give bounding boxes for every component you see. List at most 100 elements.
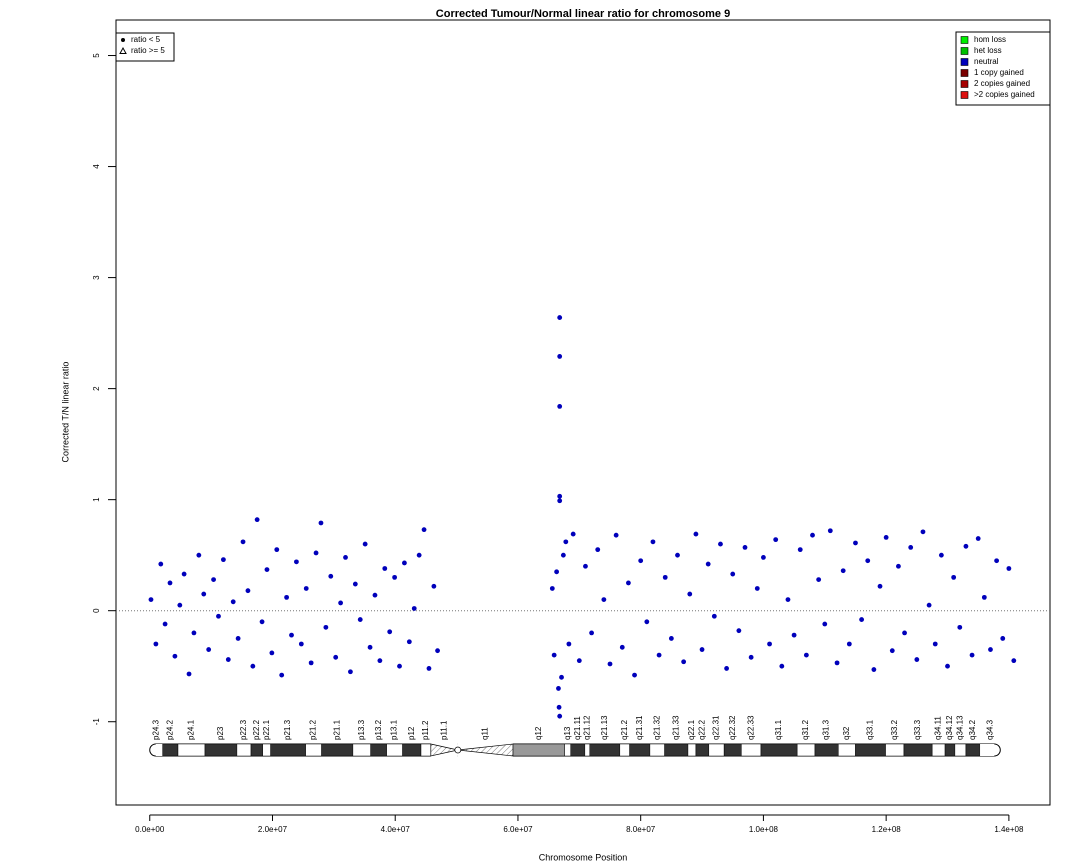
data-point — [426, 666, 432, 671]
data-point — [981, 594, 987, 600]
data-point — [773, 537, 779, 543]
x-tick-label: 8.0e+07 — [626, 825, 656, 834]
data-point — [994, 558, 1000, 564]
data-point — [589, 630, 594, 636]
data-point — [699, 647, 705, 652]
shape-legend: ratio < 5 ratio >= 5 — [115, 32, 175, 62]
ideogram-band — [570, 743, 586, 757]
ideogram-band — [760, 743, 798, 757]
band-label: p13.3 — [357, 719, 366, 740]
data-point — [220, 557, 226, 563]
data-point — [846, 641, 852, 647]
ideogram-band — [177, 743, 206, 757]
legend-swatch — [960, 47, 969, 55]
x-tick-label: 4.0e+07 — [381, 825, 411, 834]
data-point — [177, 602, 183, 608]
data-point — [153, 641, 159, 647]
data-point — [711, 613, 717, 619]
data-point — [431, 583, 437, 589]
legend-symbol — [121, 38, 125, 42]
data-point — [920, 529, 926, 535]
data-point — [889, 648, 895, 654]
data-point — [211, 577, 216, 583]
ideogram-band — [305, 743, 322, 757]
band-label: p12 — [407, 726, 416, 740]
data-point — [767, 641, 772, 647]
data-point — [662, 574, 668, 580]
data-point — [196, 552, 202, 558]
data-point — [556, 704, 562, 710]
data-point — [382, 566, 388, 571]
data-point — [656, 652, 662, 658]
data-point — [693, 531, 699, 537]
y-tick-label: 5 — [92, 53, 101, 58]
legend-label: hom loss — [974, 35, 1006, 44]
legend-label: ratio < 5 — [131, 35, 161, 44]
data-point — [926, 602, 932, 608]
data-point — [254, 517, 260, 523]
ideogram-band — [352, 743, 371, 757]
data-point — [619, 644, 625, 650]
band-label: q22.33 — [746, 715, 755, 740]
data-point — [650, 539, 656, 545]
data-point — [877, 583, 883, 589]
ideogram-band — [723, 743, 742, 757]
data-point — [250, 663, 256, 669]
band-label: q31.3 — [822, 719, 831, 740]
ideogram-band — [236, 743, 252, 757]
data-point — [779, 663, 785, 669]
band-label: p24.3 — [151, 719, 160, 740]
ideogram-band — [838, 743, 856, 757]
data-point — [303, 586, 309, 591]
band-label: q33.2 — [890, 719, 899, 740]
data-point — [957, 624, 963, 630]
data-point — [1006, 566, 1012, 571]
legend-swatch — [960, 36, 969, 44]
data-point — [865, 558, 871, 564]
x-axis-title: Chromosome Position — [539, 852, 628, 862]
data-point — [563, 539, 569, 545]
band-label: p13.2 — [374, 719, 383, 740]
band-label: p24.1 — [187, 719, 196, 740]
data-point — [557, 315, 563, 320]
data-point — [328, 573, 334, 579]
y-tick-label: -1 — [92, 718, 101, 726]
data-point — [675, 552, 680, 558]
data-point — [357, 617, 363, 622]
ideogram-band — [512, 743, 565, 757]
data-point — [162, 621, 168, 627]
ideogram-band — [931, 743, 946, 757]
ideogram-band — [814, 743, 839, 757]
data-point — [435, 648, 440, 654]
ideogram-band — [695, 743, 710, 757]
data-point — [822, 621, 828, 627]
data-point — [632, 672, 637, 678]
data-point — [274, 547, 280, 553]
legend-swatch — [960, 80, 969, 88]
band-label: q13 — [563, 726, 572, 740]
data-point — [225, 657, 231, 662]
ideogram-band — [687, 743, 697, 757]
data-point — [269, 650, 275, 656]
band-label: q22.31 — [712, 715, 721, 740]
ideogram-band — [855, 743, 886, 757]
legend-label: het loss — [974, 46, 1002, 55]
band-label: q32 — [842, 726, 851, 740]
ideogram-band — [903, 743, 933, 757]
ideogram-band — [796, 743, 816, 757]
data-point — [601, 597, 607, 602]
ideogram-band — [649, 743, 665, 757]
data-point — [230, 599, 236, 605]
ideogram-band — [386, 743, 403, 757]
data-point — [343, 554, 348, 560]
data-point — [932, 641, 938, 647]
data-point — [397, 663, 402, 669]
data-point — [613, 532, 619, 538]
y-tick-label: 1 — [92, 497, 101, 502]
band-label: p13.1 — [390, 719, 399, 740]
data-point — [298, 641, 304, 647]
band-label: q21.11 — [573, 716, 582, 740]
legend-swatch — [960, 91, 969, 99]
data-point — [318, 520, 324, 526]
band-label: q31.1 — [774, 719, 783, 740]
